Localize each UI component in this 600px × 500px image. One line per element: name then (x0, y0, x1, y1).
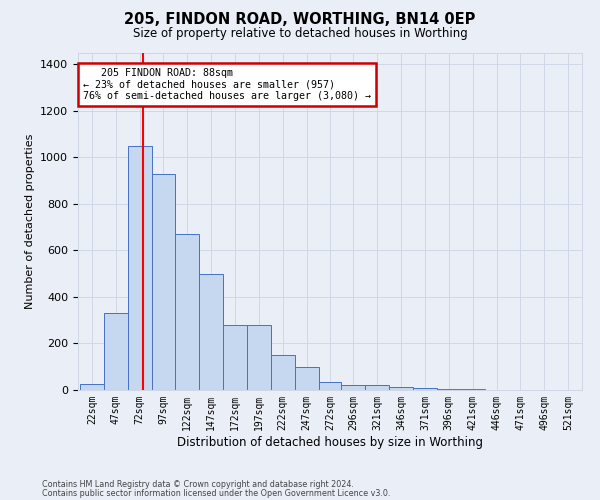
Text: 205, FINDON ROAD, WORTHING, BN14 0EP: 205, FINDON ROAD, WORTHING, BN14 0EP (124, 12, 476, 28)
Bar (175, 234, 199, 390)
Text: 205 FINDON ROAD: 88sqm
← 23% of detached houses are smaller (957)
76% of semi-de: 205 FINDON ROAD: 88sqm ← 23% of detached… (83, 68, 371, 101)
Bar (271, 355, 295, 390)
Bar (128, 146, 151, 390)
X-axis label: Distribution of detached houses by size in Worthing: Distribution of detached houses by size … (177, 436, 483, 448)
Bar (295, 366, 319, 390)
Bar (389, 386, 413, 390)
Bar (223, 325, 247, 390)
Text: Contains public sector information licensed under the Open Government Licence v3: Contains public sector information licen… (42, 489, 391, 498)
Bar (80, 384, 104, 390)
Bar (199, 274, 223, 390)
Bar (247, 325, 271, 390)
Text: Contains HM Land Registry data © Crown copyright and database right 2024.: Contains HM Land Registry data © Crown c… (42, 480, 354, 489)
Bar (365, 386, 389, 390)
Bar (151, 174, 175, 390)
Bar (413, 388, 437, 390)
Text: Size of property relative to detached houses in Worthing: Size of property relative to detached ho… (133, 28, 467, 40)
Bar (104, 313, 128, 390)
Bar (437, 389, 461, 390)
Y-axis label: Number of detached properties: Number of detached properties (25, 134, 35, 309)
Bar (319, 382, 341, 390)
Bar (341, 386, 365, 390)
